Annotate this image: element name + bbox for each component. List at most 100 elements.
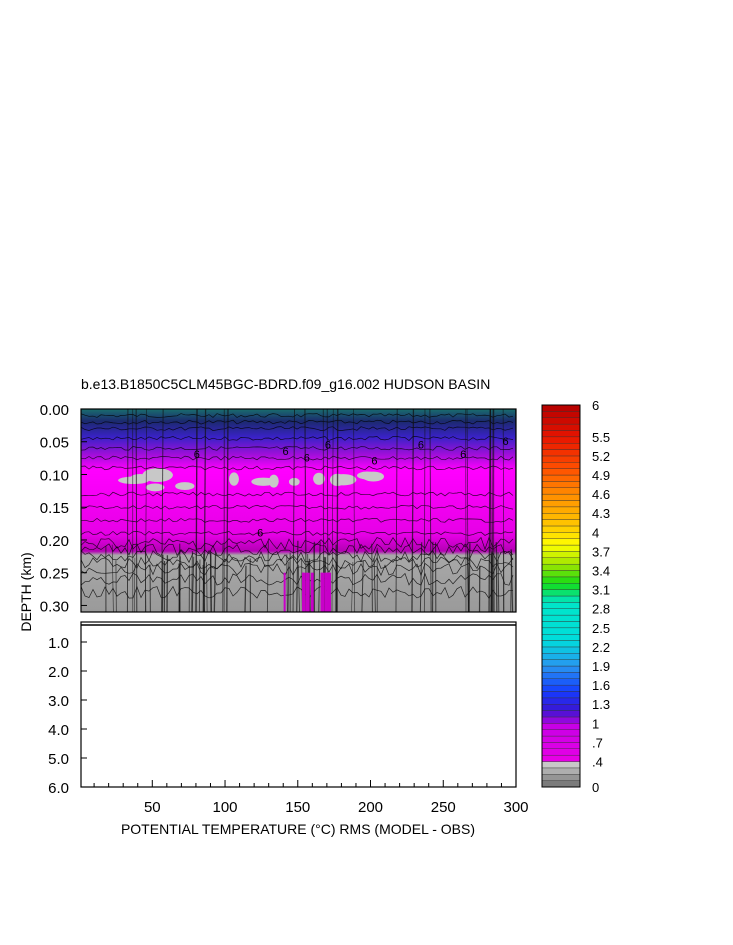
contour-line (81, 445, 514, 451)
deep-magenta-column (320, 572, 323, 612)
contour-streak (244, 565, 247, 612)
colorbar-swatch (541, 602, 581, 609)
colorbar-label: 2.8 (592, 602, 610, 617)
colorbar-swatch (541, 570, 581, 578)
contour-streak (429, 409, 432, 612)
y-tick-label: 0.00 (40, 402, 69, 419)
colorbar-swatch (541, 697, 581, 705)
y-tick-label: 0.20 (40, 533, 69, 550)
deep-magenta-column (303, 572, 306, 612)
colorbar-swatch (541, 761, 581, 769)
contour-streak (361, 560, 364, 612)
contour-streak (336, 409, 339, 612)
y-tick-label: 6.0 (48, 780, 69, 797)
contour-streak (411, 409, 415, 612)
colorbar-label: 3.7 (592, 544, 610, 559)
colorbar-swatch (541, 551, 581, 559)
contour-streak (226, 409, 229, 612)
colorbar-swatch (541, 506, 581, 514)
colorbar-swatch (541, 684, 581, 692)
colorbar-swatch (541, 481, 581, 488)
colorbar-label: .4 (592, 755, 603, 770)
colorbar-swatch (541, 691, 581, 699)
colorbar-label: 4.3 (592, 506, 610, 521)
lower-panel-frame (80, 621, 517, 788)
colorbar-swatch (541, 614, 581, 622)
contour-label: 6 (325, 439, 331, 451)
contour-streak (292, 409, 295, 612)
colorbar-swatch (541, 436, 581, 444)
y-axis-label: DEPTH (km) (18, 552, 34, 631)
colorbar-label: 6 (592, 398, 599, 413)
gray-patch (229, 472, 239, 486)
colorbar-label: 1.6 (592, 678, 610, 693)
contour-streak (195, 409, 198, 612)
lower-panel: 1.0 2.0 3.0 4.0 5.0 6.0 50 100 150 200 250 300 (48, 621, 529, 816)
colorbar-swatch (541, 595, 581, 603)
chart-title: b.e13.B1850C5CLM45BGC-BDRD.f09_g16.002 H… (81, 376, 490, 392)
gray-patch (130, 474, 150, 481)
deep-magenta-column (328, 572, 331, 612)
x-tick-label: 300 (503, 799, 528, 816)
x-tick-label: 100 (213, 799, 238, 816)
x-tick-label: 250 (431, 799, 456, 816)
contour-line (81, 504, 514, 510)
colorbar-label: 4 (592, 525, 599, 540)
deep-magenta-column (322, 572, 325, 612)
colorbar-swatch (541, 500, 581, 508)
contour-line (81, 436, 514, 441)
colorbar-label: 3.4 (592, 564, 610, 579)
colorbar-label: 5.2 (592, 449, 610, 464)
colorbar-swatch (541, 404, 581, 412)
colorbar-swatch (541, 627, 581, 635)
contour-streak (206, 562, 208, 612)
contour-line (81, 465, 514, 471)
contour-streak (135, 409, 138, 612)
x-axis: 50 100 150 200 250 300 (93, 780, 529, 816)
colorbar-swatch (541, 538, 581, 546)
colorbar-label: 0 (592, 780, 599, 795)
contour-line (81, 536, 514, 551)
contour-streak (489, 409, 492, 612)
contour-label: 6 (257, 528, 263, 540)
colorbar-swatch (541, 659, 581, 667)
colorbar-label: 4.6 (592, 487, 610, 502)
colorbar-swatch (541, 634, 581, 641)
colorbar-swatch (541, 704, 581, 711)
contour-line (81, 530, 514, 536)
y-tick-label: 0.25 (40, 566, 69, 583)
colorbar-swatch (541, 430, 581, 438)
contour-streak (161, 554, 164, 612)
contour-streak (318, 541, 321, 612)
contour-streak (419, 542, 423, 612)
contour-streak (297, 564, 300, 612)
colorbar-swatch (541, 493, 581, 501)
deep-magenta-column (283, 572, 286, 612)
colorbar-swatch (541, 423, 581, 431)
colorbar-swatch (541, 653, 581, 660)
contour-streak (495, 542, 498, 612)
contour-label: 6 (371, 456, 377, 468)
x-tick-label: 150 (285, 799, 310, 816)
colorbar-swatch (541, 735, 581, 743)
colorbar-swatch (541, 474, 581, 482)
contour-streak (266, 540, 269, 612)
contour-streak (161, 409, 164, 612)
contour-line (81, 517, 514, 523)
contour-line (81, 419, 514, 425)
colorbar-swatch (541, 754, 581, 762)
contour-streak (198, 559, 201, 612)
contour-streak (395, 409, 398, 612)
contour-streak (286, 554, 288, 612)
contour-streak (466, 409, 469, 612)
colorbar: 6 5.5 5.2 4.9 4.6 4.3 4 3.7 3.4 3.1 2.8 2.5 2.2 1.9 1.… (541, 398, 610, 795)
colorbar-label: 3.1 (592, 583, 610, 598)
deep-magenta-column (307, 572, 310, 612)
deep-magenta-column (302, 572, 305, 612)
y-tick-label: 1.0 (48, 635, 69, 652)
upper-panel-frame (80, 408, 517, 613)
gray-patch (313, 472, 325, 485)
contour-label: 6 (502, 436, 508, 448)
x-tick-label: 200 (358, 799, 383, 816)
contour-line (81, 413, 514, 418)
